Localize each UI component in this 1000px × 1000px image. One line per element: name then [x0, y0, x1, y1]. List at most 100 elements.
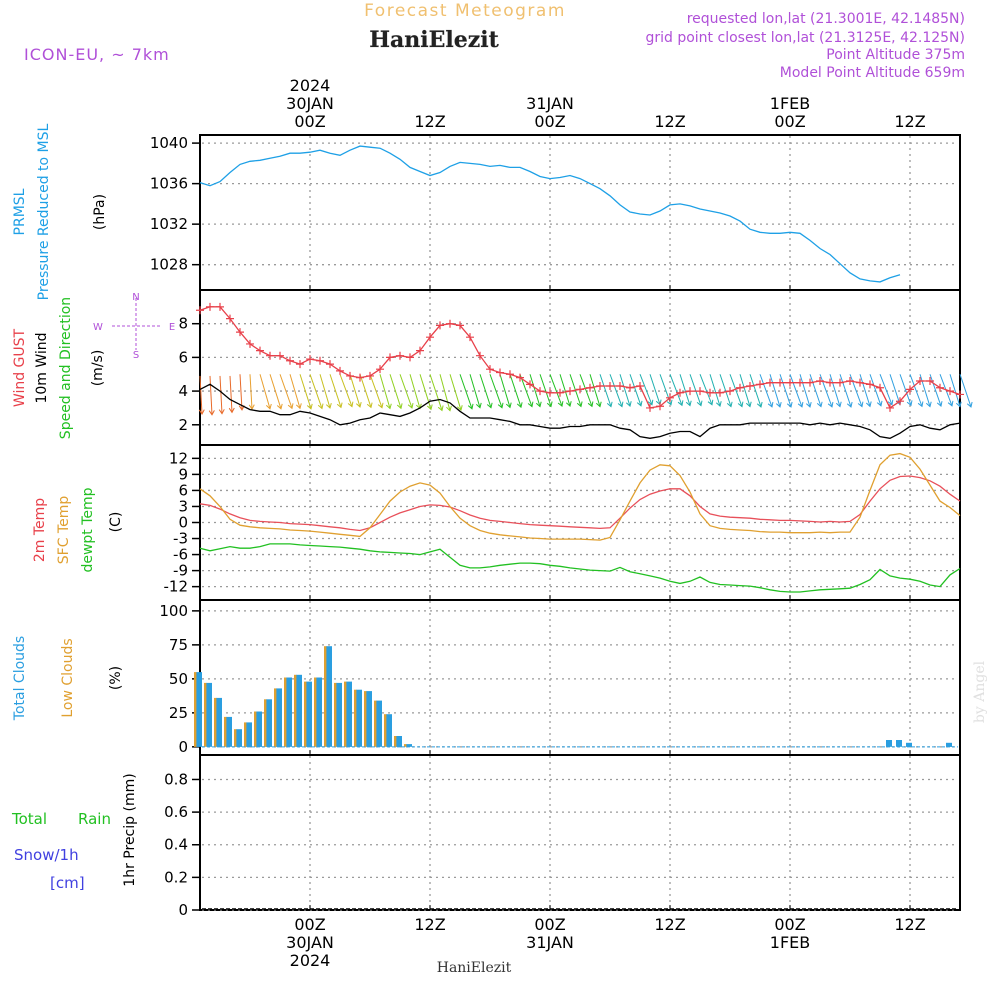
dewpt-line	[199, 543, 961, 593]
wind-gust-marker	[206, 302, 214, 311]
wind-gust-marker	[316, 356, 324, 365]
low-cloud-bar	[254, 711, 257, 747]
wind-gust-marker	[486, 365, 494, 374]
wind-gust-marker	[716, 388, 724, 397]
wind-gust-marker	[816, 376, 824, 385]
time-label-top: 2024	[290, 76, 331, 95]
total-cloud-bar	[306, 681, 312, 747]
wind-unit: (m/s)	[90, 350, 106, 387]
wind-gust-marker	[646, 403, 654, 412]
wind-barb	[929, 374, 943, 408]
low-cloud-bar	[224, 716, 227, 747]
total-cloud-bar	[216, 697, 222, 747]
time-label-bottom: 00Z	[294, 915, 325, 934]
wind-gust-marker	[386, 353, 394, 362]
wind-gust-marker	[526, 380, 534, 389]
wind-gust-marker	[846, 376, 854, 385]
y-tick-label: 1028	[150, 256, 188, 274]
wind-barb	[709, 374, 722, 408]
wind-barb	[349, 374, 362, 408]
compass-s: S	[133, 350, 139, 361]
wind-barb	[909, 374, 924, 408]
compass-rose: N S E W	[93, 292, 175, 361]
total-cloud-bar	[406, 744, 412, 747]
t2m-line	[199, 475, 961, 532]
total-cloud-bar	[256, 711, 262, 747]
wind-barb	[759, 374, 774, 408]
wind-gust-marker	[666, 393, 674, 402]
wind-gust-marker	[676, 388, 684, 397]
precip-panel: 0 0.2 0.4 0.6 0.8 Total Rain Snow/1h [cm] 1h…	[11, 754, 961, 919]
wind-gust-marker	[446, 319, 454, 328]
wind-barb	[439, 374, 452, 412]
wind-barb	[769, 374, 782, 408]
wind-gust-marker	[836, 378, 844, 387]
wind-gust-marker	[516, 373, 524, 382]
wind-gust-marker	[476, 351, 484, 360]
total-cloud-bar	[206, 682, 212, 747]
wind-barb	[599, 374, 613, 408]
low-cloud-bar	[394, 736, 397, 747]
gridpoint-coords: grid point closest lon,lat (21.3125E, 42…	[645, 30, 965, 46]
total-cloud-bar	[386, 714, 392, 747]
wind-barb	[269, 374, 283, 410]
total-cloud-bar	[296, 674, 302, 747]
wind-gust-marker	[366, 371, 374, 380]
y-tick-label: 0.2	[164, 868, 188, 886]
wind-gust-marker	[286, 356, 294, 365]
wind-barb	[659, 374, 673, 406]
prmsl-line	[199, 145, 901, 283]
clouds-ticks: 0 25 50 75 100	[159, 602, 200, 756]
wind-gust-marker	[946, 387, 954, 396]
temp-unit: (C)	[108, 512, 124, 533]
wind-barb	[869, 374, 883, 407]
total-cloud-bar	[946, 742, 952, 747]
wind-barb	[218, 375, 225, 415]
y-tick-label: 4	[178, 382, 188, 400]
time-label-top: 00Z	[534, 112, 565, 131]
low-cloud-bar	[374, 700, 377, 747]
wind-gust-marker	[636, 382, 644, 391]
wind-gust-marker	[776, 378, 784, 387]
time-label-top: 12Z	[414, 112, 445, 131]
low-cloud-bar	[344, 681, 347, 747]
y-tick-label: 0.4	[164, 836, 188, 854]
wind-barb	[469, 374, 482, 409]
wind-barb	[809, 374, 823, 408]
pressure-panel: 1028 1032 1036 1040 PRMSL Pressure Reduced …	[12, 123, 961, 300]
wind-barb	[679, 374, 692, 407]
wind-barb	[259, 374, 272, 410]
wind-gust-marker	[746, 382, 754, 391]
time-label-bottom: 00Z	[774, 915, 805, 934]
point-altitude: Point Altitude 375m	[826, 47, 965, 63]
precip-label-snow: Snow/1h	[14, 846, 79, 864]
total-cloud-bar	[266, 699, 272, 747]
y-tick-label: 25	[169, 704, 188, 722]
compass-w: W	[93, 322, 103, 333]
pressure-ticks: 1028 1032 1036 1040	[150, 134, 200, 274]
total-cloud-bar	[226, 716, 232, 747]
wind-barb	[198, 375, 205, 415]
clouds-panel: 0 25 50 75 100 Total Clouds Low Clouds (%) b…	[12, 599, 988, 756]
wind-gust-marker	[916, 376, 924, 385]
time-label-top: 1FEB	[770, 94, 810, 113]
pressure-label-prmsl: PRMSL	[12, 188, 28, 235]
wind-barb	[749, 374, 763, 408]
wind-barb	[859, 374, 872, 408]
low-cloud-bar	[244, 722, 247, 747]
time-label-top: 31JAN	[526, 94, 574, 113]
y-tick-label: 0	[178, 514, 188, 532]
wind-barb	[959, 374, 973, 408]
y-tick-label: 6	[178, 348, 188, 366]
low-cloud-bar	[384, 714, 387, 747]
precip-label-total: Total	[11, 810, 47, 828]
low-cloud-bar	[404, 744, 407, 747]
wind-barb	[919, 374, 932, 408]
low-cloud-bar	[354, 689, 357, 747]
wind-barb	[228, 375, 235, 414]
forecast-title: Forecast Meteogram	[364, 1, 566, 21]
total-cloud-bar	[886, 740, 892, 747]
wind-barb	[589, 374, 602, 408]
model-altitude: Model Point Altitude 659m	[780, 65, 965, 81]
